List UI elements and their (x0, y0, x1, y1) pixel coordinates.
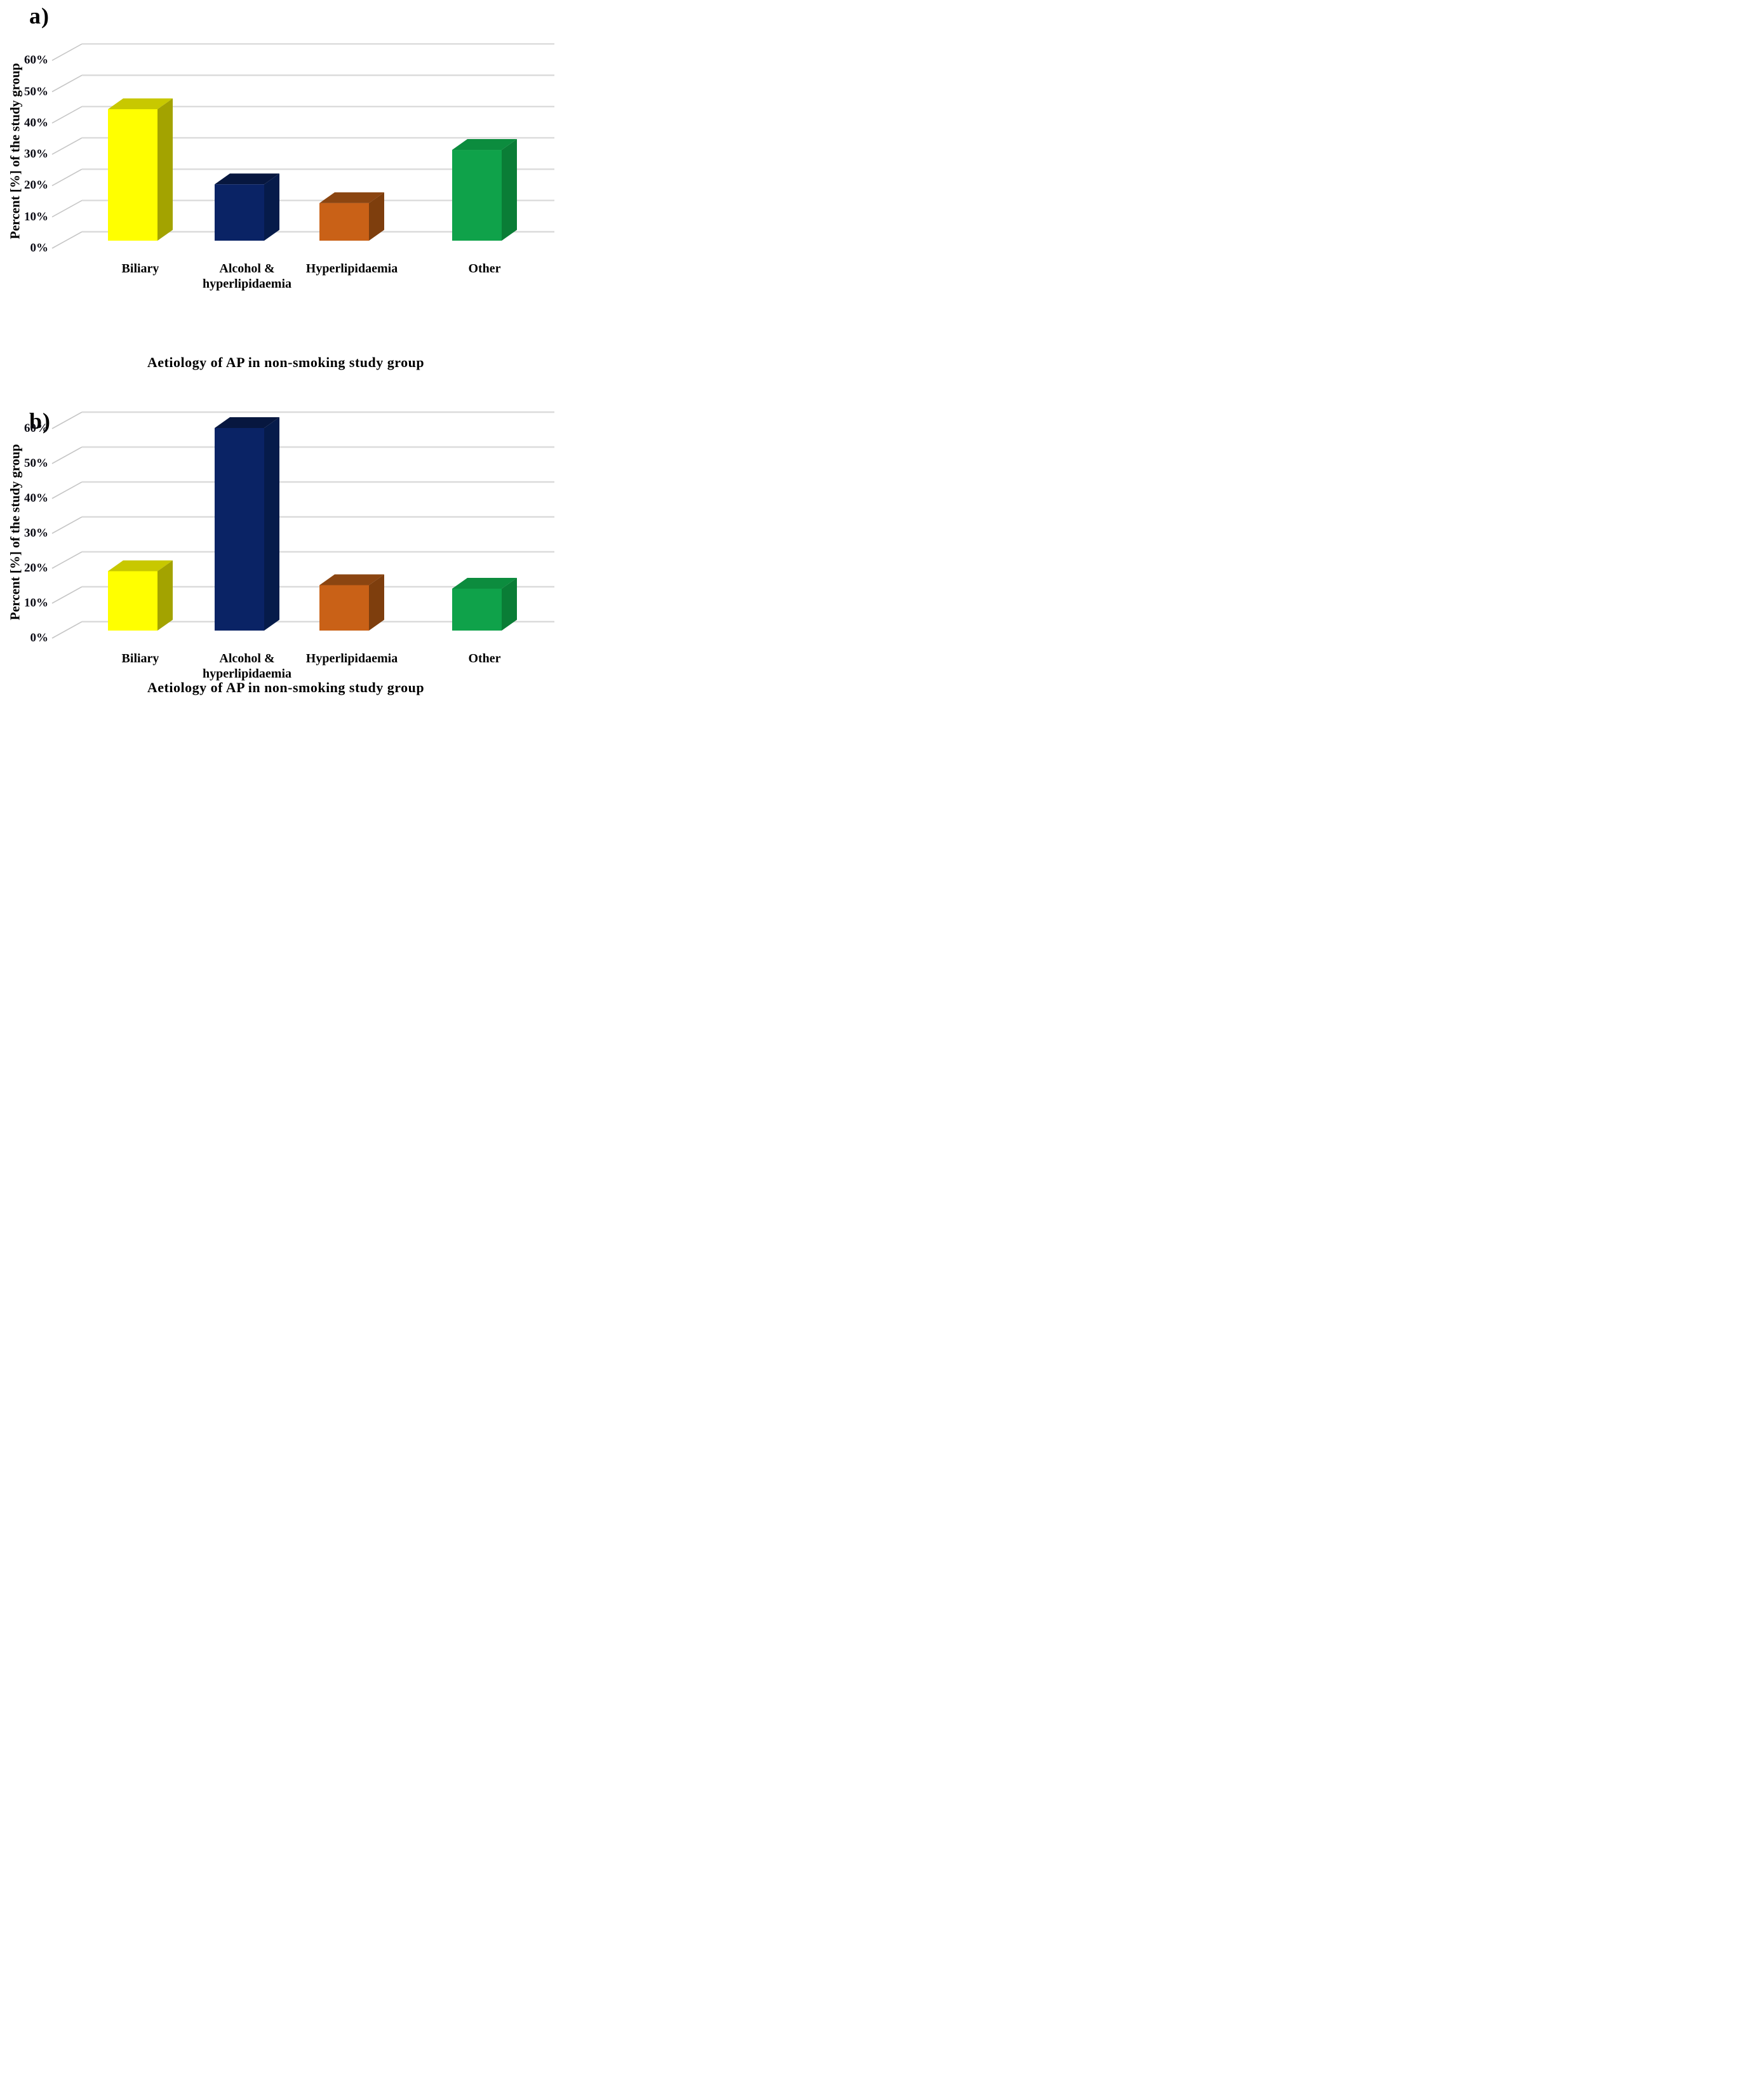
y-tick-label-10%: 10% (24, 596, 48, 610)
bar-top-face (215, 417, 279, 428)
y-tick-label-40%: 40% (24, 492, 48, 505)
y-tick-label-0%: 0% (30, 631, 49, 645)
category-label-hyperlipidaemia: Hyperlipidaemia (305, 262, 398, 276)
y-tick-label-10%: 10% (24, 210, 48, 224)
chart-panel-b: b) Percent [%] of the study group 0% 10% 2… (0, 394, 582, 700)
chart-panel-a: a) Percent [%] of the study group 0% 10% 2… (0, 0, 582, 394)
figure-two-3d-bar-charts: a) Percent [%] of the study group 0% 10% 2… (0, 0, 582, 700)
bar-top-face (452, 139, 517, 150)
depth-connector-line (51, 621, 83, 639)
depth-connector-line (51, 231, 83, 249)
depth-connector-line (51, 43, 83, 61)
depth-connector-line (51, 446, 83, 464)
depth-connector-line (51, 481, 83, 499)
y-tick-label-50%: 50% (24, 84, 48, 98)
bar-hyperlipidaemia (319, 574, 384, 631)
depth-connector-line (51, 74, 83, 93)
y-tick-label-20%: 20% (24, 178, 48, 192)
depth-connector-line (51, 516, 83, 534)
bar-side-face (369, 192, 384, 241)
panel-a-label: a) (29, 3, 50, 29)
depth-connector-line (51, 137, 83, 155)
bar-top-face (215, 173, 279, 185)
bar-top-face (108, 98, 173, 109)
y-tick-label-60%: 60% (24, 422, 48, 435)
x-axis-title-b: Aetiology of AP in non-smoking study gro… (147, 679, 425, 695)
panel-b-label: b) (29, 408, 51, 434)
category-label-biliary: Biliary (121, 262, 159, 276)
bar-side-face (369, 574, 384, 631)
y-tick-label-20%: 20% (24, 561, 48, 575)
bar-side-face (264, 173, 279, 241)
bar-side-face (157, 560, 173, 631)
bar-top-face (319, 574, 384, 585)
category-label-other: Other (468, 652, 501, 665)
depth-connector-line (51, 199, 83, 218)
bar-front-face (319, 203, 369, 241)
bar-top-face (108, 560, 173, 572)
bar-side-face (264, 417, 279, 631)
bar-front-face (319, 585, 369, 631)
category-label-alcohol-hyperlipidaemia: Alcohol & hyperlipidaemia (202, 652, 291, 681)
bar-side-face (502, 139, 517, 241)
plot-area-a (51, 43, 554, 249)
y-tick-label-30%: 30% (24, 147, 48, 161)
bar-biliary (108, 98, 173, 241)
bar-alcohol-hyperlipidaemia (215, 417, 279, 631)
y-tick-label-40%: 40% (24, 116, 48, 130)
bar-other (452, 139, 517, 241)
bar-front-face (108, 571, 157, 631)
category-label-hyperlipidaemia: Hyperlipidaemia (305, 652, 398, 665)
category-label-other: Other (468, 262, 501, 276)
y-tick-label-60%: 60% (24, 53, 48, 67)
bar-front-face (452, 150, 502, 241)
depth-connector-line (51, 106, 83, 124)
bar-top-face (452, 578, 517, 589)
depth-connector-line (51, 411, 83, 429)
depth-connector-line (51, 168, 83, 187)
y-tick-label-30%: 30% (24, 526, 48, 540)
depth-connector-line (51, 551, 83, 569)
bar-side-face (502, 578, 517, 631)
bar-side-face (157, 98, 173, 241)
depth-connector-line (51, 586, 83, 604)
bar-front-face (215, 184, 264, 241)
category-label-biliary: Biliary (121, 652, 159, 665)
bar-hyperlipidaemia (319, 192, 384, 241)
bar-other (452, 578, 517, 631)
x-axis-title-a: Aetiology of AP in non-smoking study gro… (147, 354, 425, 370)
bar-front-face (215, 428, 264, 631)
bar-top-face (319, 192, 384, 203)
category-label-alcohol-hyperlipidaemia: Alcohol & hyperlipidaemia (202, 262, 291, 291)
bar-alcohol-hyperlipidaemia (215, 173, 279, 241)
y-tick-label-0%: 0% (30, 241, 49, 255)
bar-biliary (108, 560, 173, 631)
plot-area-b (51, 411, 554, 639)
y-tick-label-50%: 50% (24, 457, 48, 470)
bar-front-face (108, 109, 157, 241)
bar-front-face (452, 589, 502, 631)
